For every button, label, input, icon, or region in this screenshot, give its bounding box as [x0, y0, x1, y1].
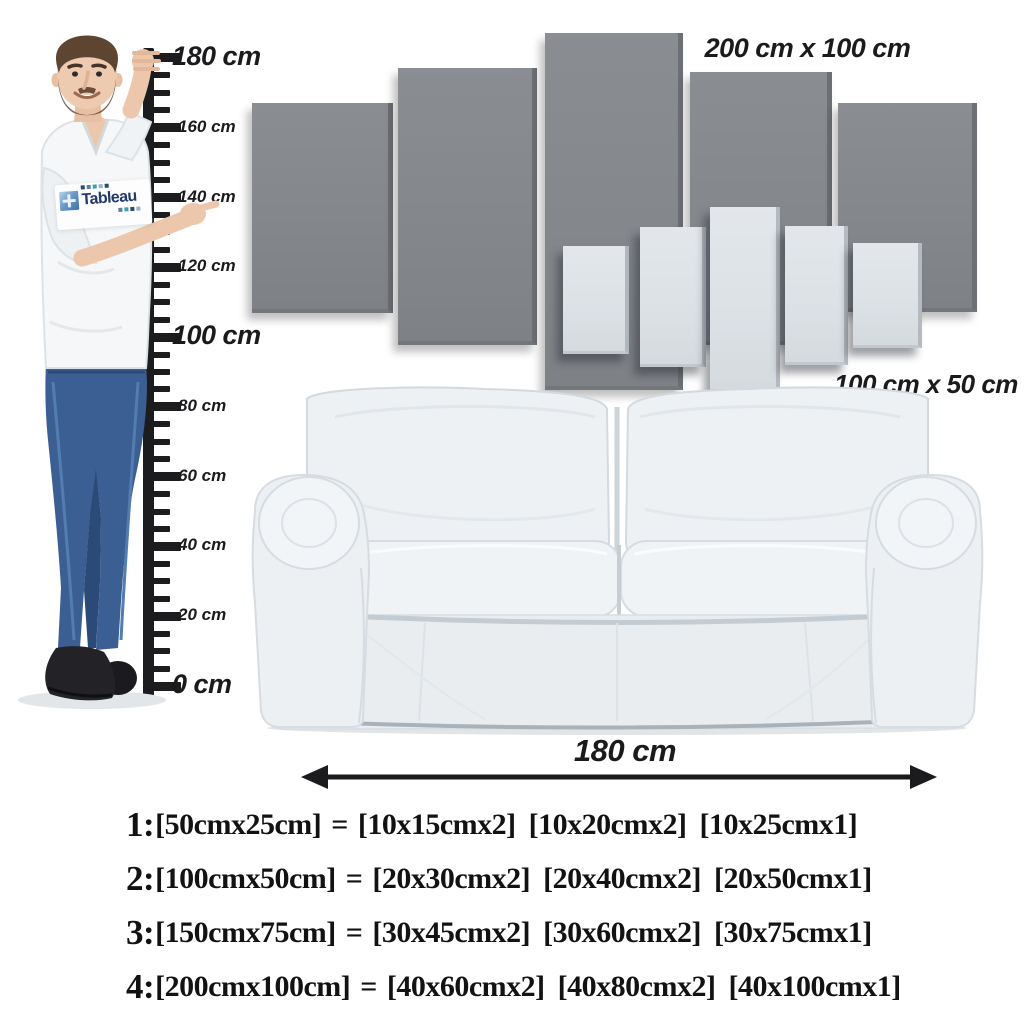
size-option-row-2: 2: [100cmx50cm] = [20x30cmx2] [20x40cmx2] [20…	[126, 859, 872, 898]
ruler-label-20: 20 cm	[178, 605, 227, 624]
ruler-label-120: 120 cm	[178, 256, 236, 275]
tableau-logo-icon	[59, 190, 80, 212]
large-canvas-panel-1	[252, 103, 393, 313]
option-breakdown: [20x50cmx1]	[713, 862, 872, 895]
option-number: 4:	[126, 967, 155, 1006]
tableau-logo-text: Tableau	[81, 187, 138, 208]
size-options-list: 1: [50cmx25cm] = [10x15cmx2] [10x20cmx2] [10x…	[126, 798, 1018, 1014]
logo-squares-bottom	[118, 206, 151, 212]
small-canvas-panel-2	[640, 227, 706, 367]
ruler-label-180: 180 cm	[172, 41, 261, 71]
option-base-size: [50cmx25cm]	[155, 808, 322, 841]
option-breakdown: [30x75cmx1]	[713, 916, 872, 949]
ruler-label-160: 160 cm	[178, 117, 236, 136]
ruler-label-60: 60 cm	[178, 466, 227, 485]
option-breakdown: [20x30cmx2]	[372, 862, 531, 895]
ruler-label-80: 80 cm	[178, 396, 227, 415]
small-canvas-panel-5	[853, 243, 922, 348]
large-set-size-label: 200 cm x 100 cm	[704, 33, 911, 63]
option-breakdown: [40x80cmx2]	[557, 970, 716, 1003]
option-base-size: [100cmx50cm]	[155, 862, 336, 895]
option-base-size: [150cmx75cm]	[155, 916, 336, 949]
option-breakdown: [30x60cmx2]	[543, 916, 701, 949]
option-number: 3:	[126, 913, 155, 952]
small-canvas-panel-1	[563, 246, 629, 354]
model-person	[18, 35, 220, 709]
ruler-label-140: 140 cm	[178, 187, 236, 206]
large-canvas-panel-2	[398, 68, 537, 345]
arrowhead-left-icon	[301, 765, 328, 789]
ruler-label-0: 0 cm	[172, 669, 232, 699]
option-number: 1:	[126, 805, 155, 844]
option-base-size: [200cmx100cm]	[155, 970, 351, 1003]
option-breakdown: [40x100cmx1]	[728, 970, 901, 1003]
option-breakdown: [40x60cmx2]	[386, 970, 545, 1003]
option-breakdown: [30x45cmx2]	[372, 916, 531, 949]
option-number: 2:	[126, 859, 155, 898]
ruler-label-100: 100 cm	[172, 320, 261, 350]
option-breakdown: [10x25cmx1]	[699, 808, 858, 841]
option-breakdown: [10x15cmx2]	[357, 808, 516, 841]
arrowhead-right-icon	[910, 765, 937, 789]
size-option-row-1: 1: [50cmx25cm] = [10x15cmx2] [10x20cmx2] [10x…	[126, 805, 858, 844]
size-option-row-4: 4: [200cmx100cm] = [40x60cmx2] [40x80cmx2] [4…	[126, 967, 901, 1006]
sofa-illustration	[251, 386, 984, 735]
option-breakdown: [20x40cmx2]	[543, 862, 701, 895]
ruler-label-40: 40 cm	[178, 535, 227, 554]
ruler-bar	[143, 48, 154, 698]
small-canvas-panel-4	[785, 226, 848, 365]
tableau-shirt-logo: Tableau	[54, 178, 153, 231]
option-breakdown: [10x20cmx2]	[528, 808, 687, 841]
sofa-width-label: 180 cm	[573, 733, 677, 768]
size-option-row-3: 3: [150cmx75cm] = [30x45cmx2] [30x60cmx2] [30…	[126, 913, 872, 952]
width-arrow	[301, 765, 937, 789]
small-canvas-panel-3	[710, 207, 780, 392]
